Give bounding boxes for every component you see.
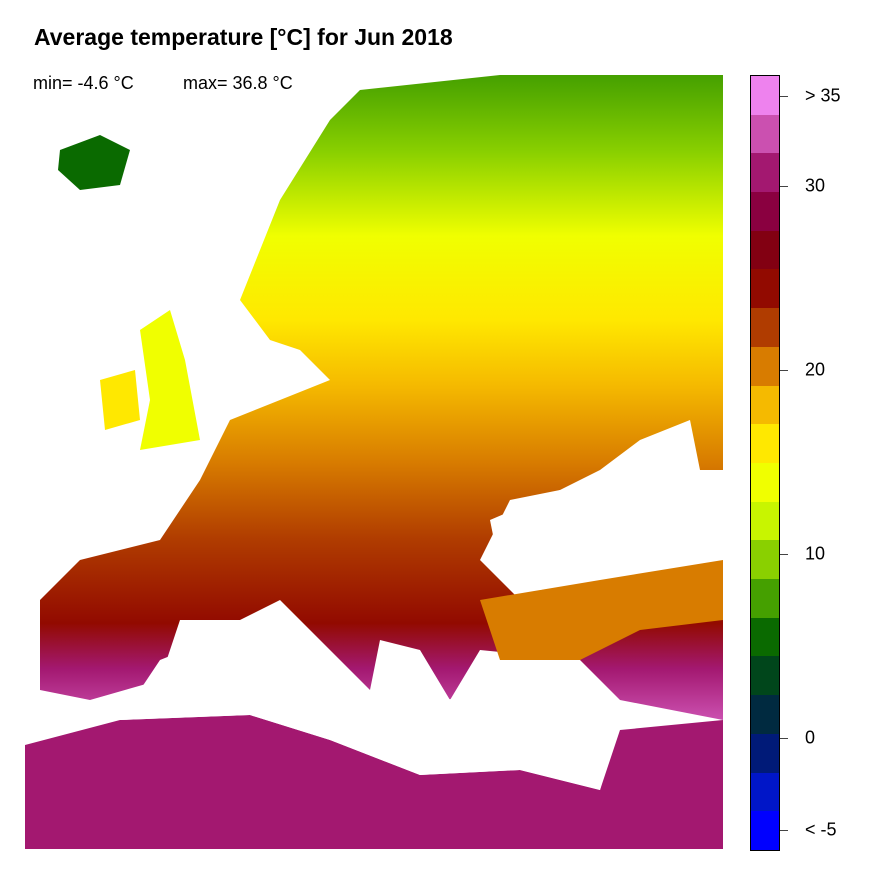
land-areas xyxy=(25,75,723,849)
colorbar xyxy=(750,75,780,851)
colorbar-bin xyxy=(751,617,779,657)
colorbar-tick-label: > 35 xyxy=(805,85,841,106)
colorbar-bin xyxy=(751,424,779,463)
europe-mainland xyxy=(40,75,723,720)
black-sea xyxy=(490,490,640,590)
sea-areas xyxy=(120,490,640,790)
colorbar-bin xyxy=(751,385,779,425)
colorbar-bin xyxy=(751,230,779,270)
colorbar-bin xyxy=(751,308,779,347)
colorbar-bin xyxy=(751,346,779,386)
colorbar-bin xyxy=(751,192,779,231)
great-britain xyxy=(140,310,200,450)
colorbar-tick-label: 20 xyxy=(805,359,826,380)
colorbar-bin xyxy=(751,462,779,502)
colorbar-bin xyxy=(751,772,779,812)
colorbar-tick xyxy=(780,96,788,97)
colorbar-tick-label: < -5 xyxy=(805,819,837,840)
ireland xyxy=(100,370,140,430)
colorbar-bin xyxy=(751,153,779,193)
colorbar-tick-label: 10 xyxy=(805,543,826,564)
colorbar-bin xyxy=(751,579,779,618)
colorbar-bin xyxy=(751,656,779,696)
colorbar-bin xyxy=(751,75,779,115)
colorbar-bin xyxy=(751,811,779,850)
mediterranean-sea xyxy=(120,620,620,790)
colorbar-tick xyxy=(780,830,788,831)
iceland xyxy=(58,135,130,190)
colorbar-bin xyxy=(751,733,779,773)
north-africa xyxy=(25,715,723,849)
colorbar-tick xyxy=(780,370,788,371)
max-value: max= 36.8 °C xyxy=(183,73,293,93)
colorbar-tick-label: 30 xyxy=(805,175,826,196)
colorbar-bin xyxy=(751,540,779,580)
colorbar-bin xyxy=(751,269,779,309)
colorbar-tick xyxy=(780,186,788,187)
turkey xyxy=(480,560,723,660)
colorbar-tick-label: 0 xyxy=(805,727,816,748)
min-value: min= -4.6 °C xyxy=(33,73,134,93)
colorbar-bin xyxy=(751,501,779,541)
colorbar-bin xyxy=(751,695,779,734)
colorbar-tick xyxy=(780,738,788,739)
map-title: Average temperature [°C] for Jun 2018 xyxy=(34,24,453,50)
colorbar-bin xyxy=(751,114,779,154)
colorbar-tick xyxy=(780,554,788,555)
